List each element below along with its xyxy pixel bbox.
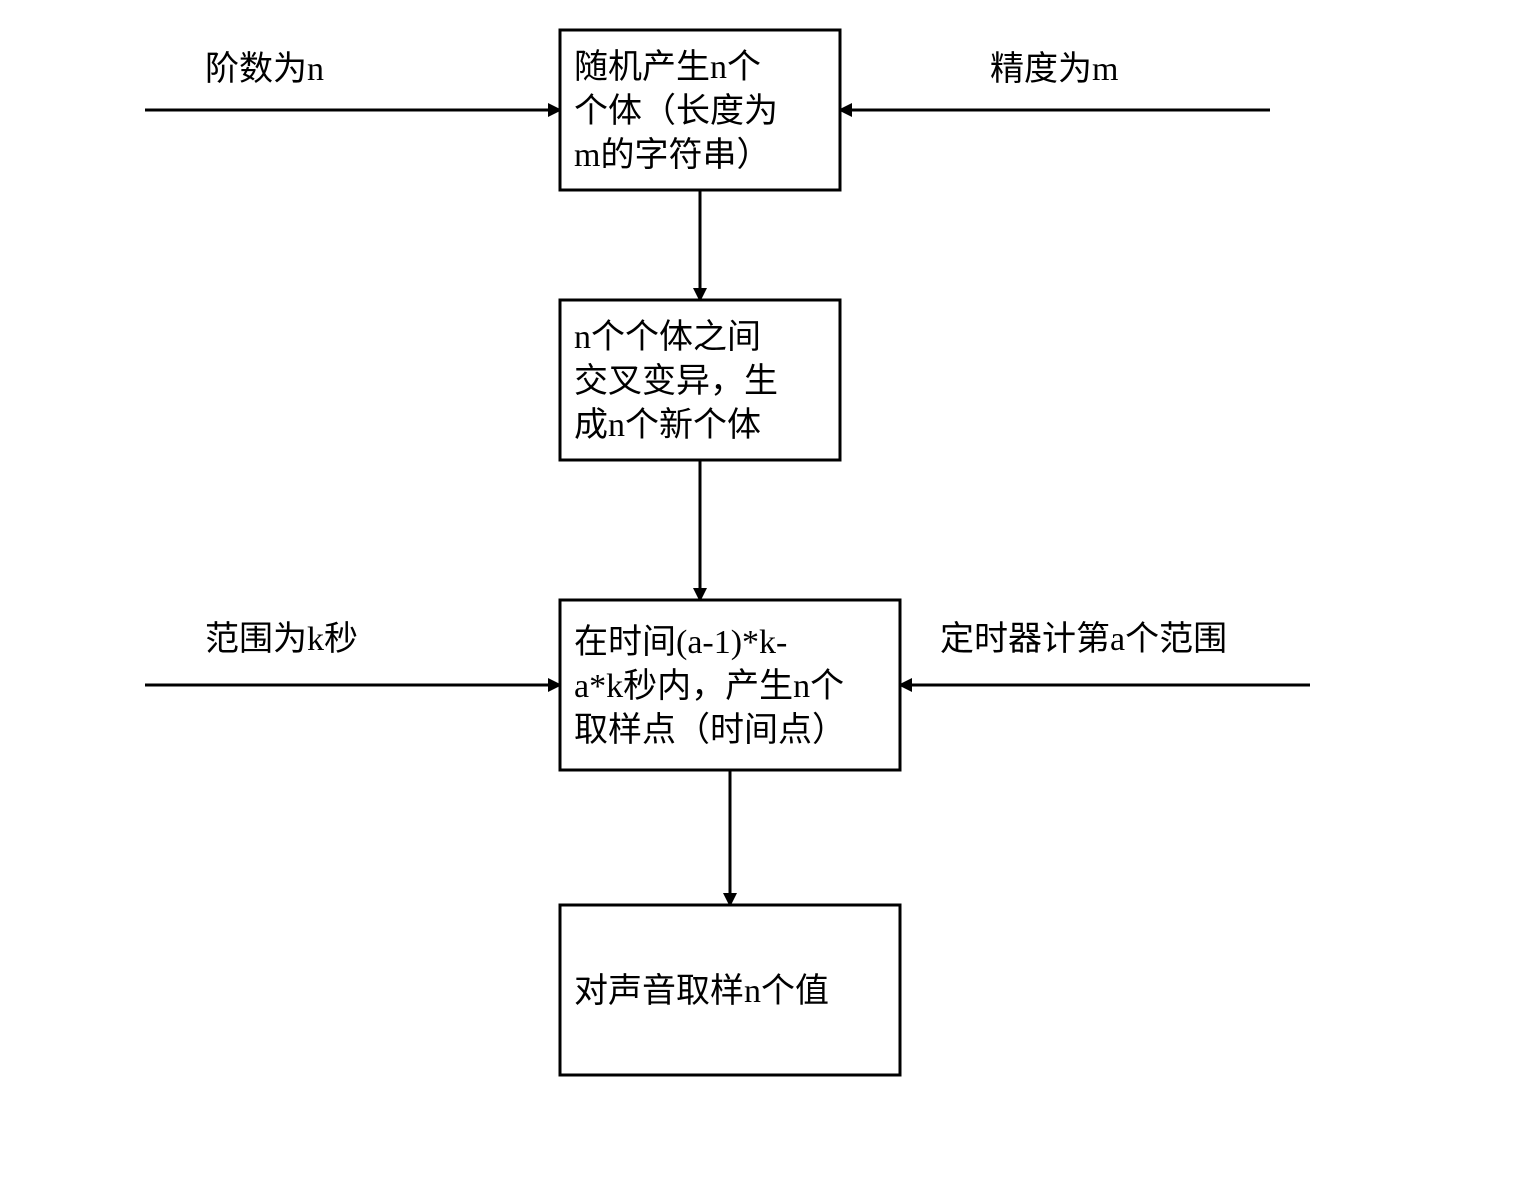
flow-node-n2: n个个体之间交叉变异，生成n个新个体 (560, 300, 840, 460)
node-text: a*k秒内，产生n个 (574, 667, 844, 705)
node-text: 交叉变异，生 (574, 362, 778, 400)
side-label-l_order: 阶数为n (205, 50, 324, 88)
side-label-l_timer: 定时器计第a个范围 (940, 620, 1227, 658)
flow-node-n3: 在时间(a-1)*k-a*k秒内，产生n个取样点（时间点） (560, 600, 900, 770)
node-text: 个体（长度为 (574, 92, 778, 130)
flow-node-n1: 随机产生n个个体（长度为 m的字符串） (560, 30, 840, 190)
node-text: m的字符串） (574, 136, 770, 174)
edges-group (145, 110, 1310, 905)
flow-node-n4: 对声音取样n个值 (560, 905, 900, 1075)
nodes-group: 随机产生n个个体（长度为m的字符串）n个个体之间交叉变异，生成n个新个体在时间(… (560, 30, 900, 1075)
side-label-l_range: 范围为k秒 (205, 620, 358, 658)
node-text: 在时间(a-1)*k- (574, 623, 787, 661)
node-text: 取样点（时间点） (574, 711, 846, 749)
node-text: 成n个新个体 (574, 406, 761, 444)
side-label-l_prec: 精度为m (990, 50, 1118, 88)
node-text: n个个体之间 (574, 318, 761, 356)
node-text: 随机产生n个 (574, 48, 761, 86)
flowchart-canvas: 随机产生n个个体（长度为m的字符串）n个个体之间交叉变异，生成n个新个体在时间(… (0, 0, 1518, 1192)
node-text: 对声音取样n个值 (574, 972, 829, 1010)
